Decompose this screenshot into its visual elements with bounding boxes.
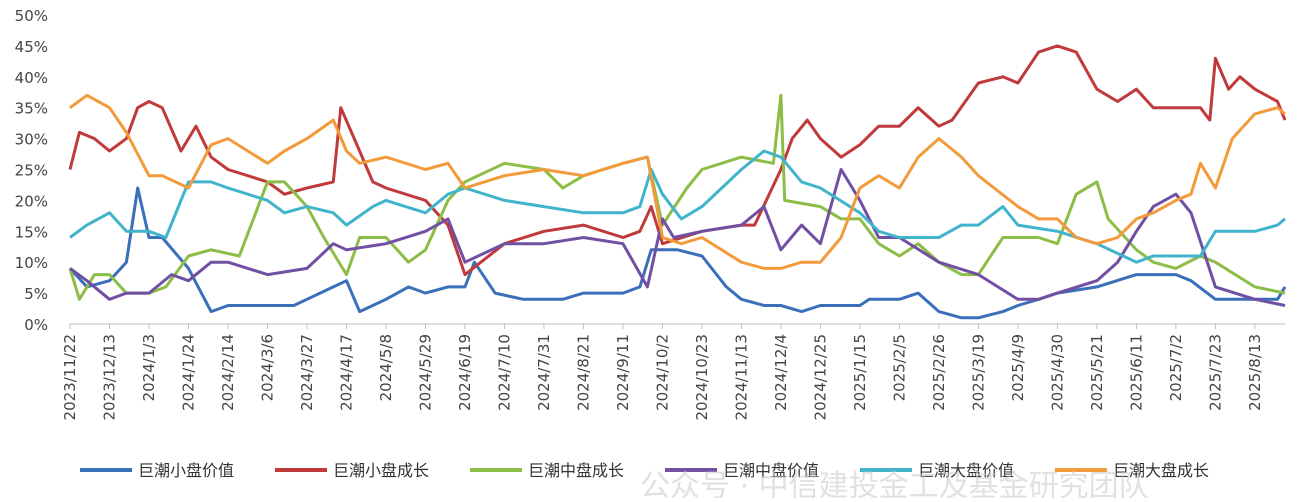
series-line: [68, 93, 1286, 301]
x-tick-label: 2025/6/11: [1127, 334, 1145, 411]
series-lines: [68, 44, 1287, 320]
x-tick-label: 2023/12/13: [100, 334, 118, 420]
legend-label: 巨潮中盘价值: [723, 461, 819, 480]
y-tick-label: 35%: [15, 100, 48, 118]
watermark-text: 公众号 · 中信建投金工及基金研究团队: [640, 469, 1149, 498]
x-tick-label: 2025/2/5: [890, 334, 908, 401]
legend-label: 巨潮小盘价值: [138, 461, 234, 480]
legend-label: 巨潮大盘成长: [1113, 461, 1209, 480]
y-tick-label: 25%: [15, 162, 48, 180]
x-tick-label: 2024/3/27: [298, 334, 316, 411]
x-tick-label: 2024/12/25: [811, 334, 829, 420]
x-tick-label: 2024/10/23: [693, 334, 711, 420]
y-tick-label: 0%: [24, 316, 48, 334]
x-tick-label: 2025/7/23: [1206, 334, 1224, 411]
x-tick-label: 2024/10/2: [653, 334, 671, 411]
legend: 巨潮小盘价值 巨潮小盘成长 巨潮中盘成长 巨潮中盘价值 巨潮大盘价值 巨潮大盘成长: [80, 461, 1209, 480]
series-line: [68, 44, 1287, 277]
axes: 0% 5% 10% 15% 20% 25% 30% 35% 40% 45% 50% 2023/11/2…: [15, 7, 1285, 420]
x-tick-label: 2025/8/13: [1246, 334, 1264, 411]
y-tick-label: 10%: [15, 254, 48, 272]
y-tick-label: 15%: [15, 223, 48, 241]
x-tick-label: 2024/2/14: [219, 334, 237, 411]
y-tick-label: 20%: [15, 192, 48, 210]
series-line: [68, 186, 1287, 320]
y-tick-label: 30%: [15, 131, 48, 149]
y-tick-label: 40%: [15, 69, 48, 87]
x-tick-label: 2024/3/6: [258, 334, 276, 401]
x-tick-label: 2025/1/15: [851, 334, 869, 411]
series-line: [69, 149, 1286, 264]
x-tick-label: 2025/3/19: [969, 334, 987, 411]
x-tick-label: 2024/5/29: [416, 334, 434, 411]
x-tick-label: 2023/11/22: [61, 334, 79, 420]
x-tick-label: 2024/7/10: [495, 334, 513, 411]
x-tick-label: 2025/5/21: [1088, 334, 1106, 411]
x-tick-label: 2025/2/26: [930, 334, 948, 411]
legend-label: 巨潮小盘成长: [333, 461, 429, 480]
x-tick-label: 2024/1/3: [140, 334, 158, 401]
series-line: [69, 168, 1286, 307]
y-tick-label: 45%: [15, 38, 48, 56]
legend-label: 巨潮大盘价值: [918, 461, 1014, 480]
y-tick-label: 50%: [15, 7, 48, 25]
x-tick-label: 2024/8/21: [574, 334, 592, 411]
y-tick-label: 5%: [24, 285, 48, 303]
series-line: [69, 93, 1286, 270]
x-tick-label: 2025/4/9: [1009, 334, 1027, 401]
x-tick-label: 2024/5/8: [377, 334, 395, 401]
x-tick-label: 2025/7/2: [1167, 334, 1185, 401]
x-tick-label: 2024/9/11: [614, 334, 632, 411]
x-tick-label: 2025/4/30: [1048, 334, 1066, 411]
x-tick-label: 2024/4/17: [337, 334, 355, 411]
x-tick-label: 2024/7/31: [535, 334, 553, 411]
legend-label: 巨潮中盘成长: [528, 461, 624, 480]
x-tick-label: 2024/12/4: [772, 334, 790, 411]
x-tick-label: 2024/6/19: [456, 334, 474, 411]
x-tick-label: 2024/11/13: [732, 334, 750, 420]
x-tick-label: 2024/1/24: [179, 334, 197, 411]
